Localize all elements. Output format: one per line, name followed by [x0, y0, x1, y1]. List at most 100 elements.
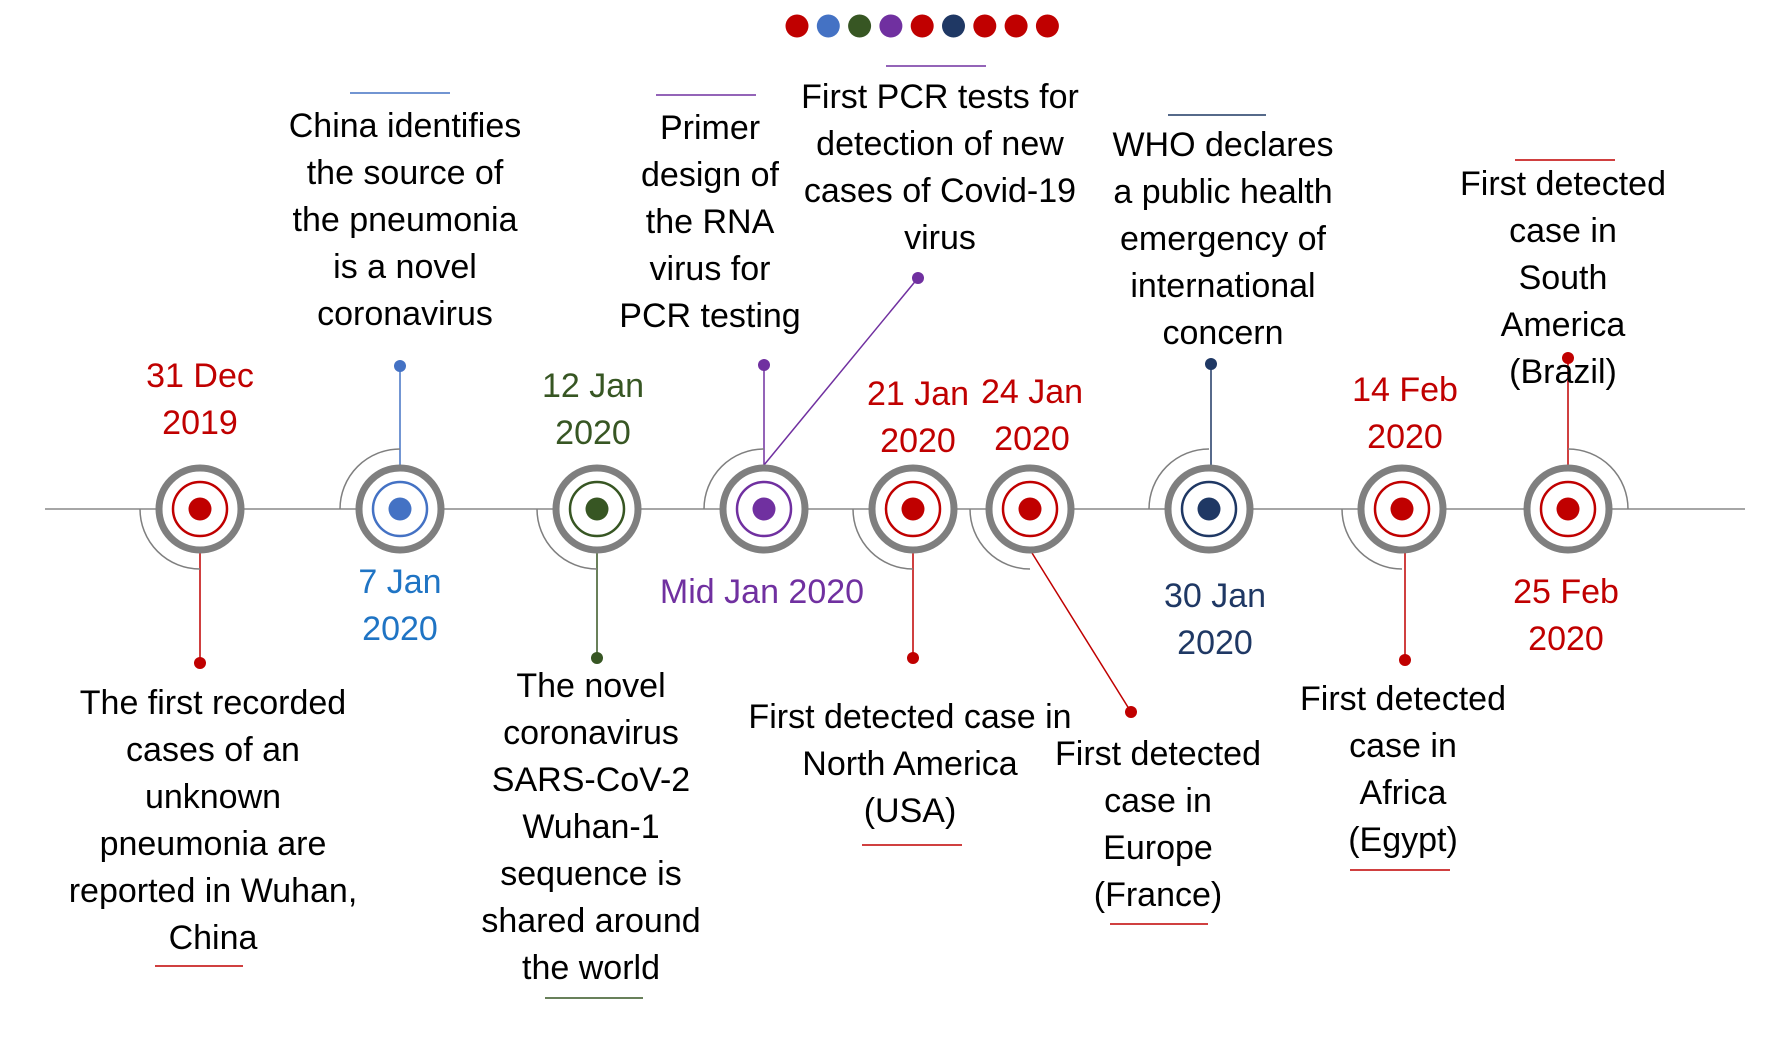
desc-line: pneumonia are	[99, 825, 327, 863]
desc-line: (USA)	[863, 792, 957, 830]
timeline-node-dec31	[139, 464, 245, 570]
connector-dot	[1399, 654, 1411, 666]
desc-line: First PCR tests for	[801, 78, 1079, 116]
node-outer-arc	[852, 508, 914, 570]
legend-dot	[1035, 14, 1059, 38]
desc-line: cases of an	[126, 731, 300, 769]
date-label-feb25: 25 Feb 2020	[1513, 569, 1619, 663]
desc-line: Wuhan-1	[522, 808, 660, 846]
node-center-dot	[901, 497, 925, 521]
desc-line: concern	[1162, 314, 1284, 352]
desc-line: the RNA	[645, 203, 775, 241]
timeline-nodes	[139, 448, 1629, 570]
desc-line: the world	[522, 949, 660, 987]
desc-label-jan12: The novel coronavirus SARS-CoV-2 Wuhan-1…	[481, 663, 700, 992]
connector-dot-pcr	[912, 272, 924, 284]
node-center-dot	[1197, 497, 1221, 521]
date-line: 31 Dec	[146, 357, 254, 395]
node-outer-arc	[1148, 448, 1210, 510]
date-label-midjan: Mid Jan 2020	[660, 569, 864, 616]
connector-dot	[591, 652, 603, 664]
desc-line: North America	[802, 745, 1018, 783]
node-center-dot	[585, 497, 609, 521]
desc-line: China	[168, 919, 258, 957]
date-line: 25 Feb	[1513, 573, 1619, 611]
desc-line: case in	[1104, 782, 1212, 820]
date-line: 30 Jan	[1163, 577, 1267, 615]
timeline-node-midjan	[703, 448, 809, 554]
node-center-dot	[1390, 497, 1414, 521]
desc-label-jan7: China identifies the source of the pneum…	[289, 103, 521, 338]
legend-dot	[785, 14, 809, 38]
desc-line: virus for	[649, 250, 771, 288]
desc-line: First detected case in	[748, 698, 1072, 736]
desc-line: case in	[1349, 727, 1457, 765]
desc-line: (Egypt)	[1348, 821, 1458, 859]
connector-line-pcr	[763, 277, 919, 466]
desc-line: the pneumonia	[292, 201, 518, 239]
timeline-node-feb25	[1523, 448, 1629, 554]
desc-label-jan24: First detected case in Europe (France)	[1055, 731, 1261, 919]
date-line: 2020	[362, 610, 438, 648]
date-line: 2020	[880, 422, 956, 460]
date-line: 2020	[1528, 620, 1604, 658]
desc-line: coronavirus	[503, 714, 679, 752]
timeline-node-jan7	[339, 448, 445, 554]
connector-dot	[1562, 352, 1574, 364]
date-line: Mid Jan 2020	[659, 573, 865, 611]
node-outer-arc	[536, 508, 598, 570]
desc-line: the source of	[306, 154, 504, 192]
desc-line: international	[1130, 267, 1316, 305]
date-line: 2020	[994, 420, 1070, 458]
desc-line: First detected	[1460, 165, 1666, 203]
timeline-node-jan24	[969, 464, 1075, 570]
node-center-dot	[752, 497, 776, 521]
date-line: 2020	[1367, 418, 1443, 456]
node-center-dot	[388, 497, 412, 521]
desc-line: China identifies	[288, 107, 522, 145]
date-line: 12 Jan	[541, 367, 645, 405]
date-label-jan7: 7 Jan 2020	[358, 559, 441, 653]
connector-dot	[1125, 706, 1137, 718]
connectors	[155, 65, 1615, 999]
desc-line: reported in Wuhan,	[68, 872, 358, 910]
desc-line: WHO declares	[1112, 126, 1334, 164]
node-outer-arc	[703, 448, 765, 510]
desc-line: Primer	[659, 109, 761, 147]
date-line: 14 Feb	[1352, 371, 1458, 409]
date-line: 7 Jan	[358, 563, 442, 601]
legend-dot	[1004, 14, 1028, 38]
desc-line: emergency of	[1120, 220, 1326, 258]
connector-dot	[907, 652, 919, 664]
desc-line: virus	[904, 219, 976, 257]
desc-line: a public health	[1113, 173, 1333, 211]
timeline-node-jan30	[1148, 448, 1254, 554]
date-line: 2019	[162, 404, 238, 442]
desc-line: sequence is	[500, 855, 682, 893]
connector-line	[1031, 552, 1132, 713]
timeline-node-jan12	[536, 464, 642, 570]
node-outer-arc	[339, 448, 401, 510]
desc-label-midjan-pcr: First PCR tests for detection of new cas…	[801, 74, 1079, 262]
desc-label-midjan-primer: Primer design of the RNA virus for PCR t…	[619, 105, 800, 340]
desc-line: First detected	[1055, 735, 1261, 773]
date-line: 24 Jan	[980, 373, 1084, 411]
node-outer-arc	[1341, 508, 1403, 570]
connector-dot	[1205, 358, 1217, 370]
legend-dot	[848, 14, 872, 38]
date-label-feb14: 14 Feb 2020	[1352, 367, 1458, 461]
desc-line: South America	[1500, 259, 1626, 344]
date-label-jan21: 21 Jan 2020	[867, 371, 969, 465]
node-center-dot	[188, 497, 212, 521]
date-label-dec31: 31 Dec 2019	[146, 353, 254, 447]
desc-line: Europe	[1103, 829, 1213, 867]
desc-line: The novel	[516, 667, 666, 705]
timeline-node-jan21	[852, 464, 958, 570]
date-label-jan12: 12 Jan 2020	[542, 363, 644, 457]
node-center-dot	[1018, 497, 1042, 521]
desc-line: SARS-CoV-2	[491, 761, 691, 799]
legend-dot	[816, 14, 840, 38]
node-outer-arc	[139, 508, 201, 570]
